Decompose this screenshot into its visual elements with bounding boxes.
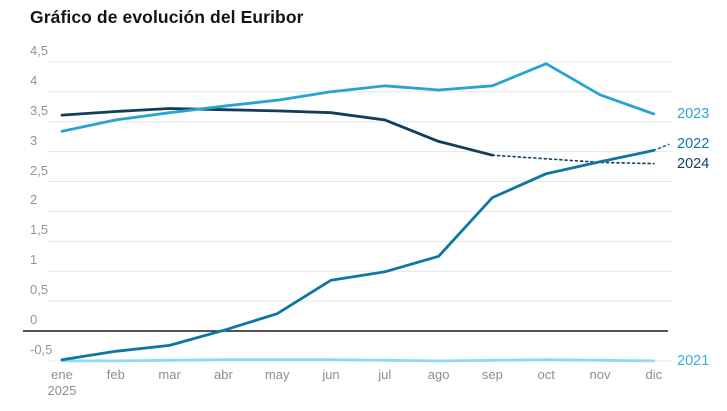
series-line-dotted-2024 xyxy=(491,154,655,165)
series-label-2023: 2023 xyxy=(677,105,710,122)
x-axis-month-label: abr xyxy=(213,367,233,382)
y-axis-tick-label: 1,5 xyxy=(30,222,49,238)
x-axis-month-label: oct xyxy=(537,367,555,382)
y-axis-tick-label: 3 xyxy=(30,132,38,148)
y-axis-tick-label: 1 xyxy=(30,252,38,268)
series-label-2024: 2024 xyxy=(677,155,710,172)
x-axis-month-label: jun xyxy=(322,367,340,382)
y-axis-tick-label: 4 xyxy=(30,72,38,88)
x-axis-month-label: sep xyxy=(481,367,503,382)
series-line-2023 xyxy=(60,62,656,133)
y-axis-tick-label: 4,5 xyxy=(30,42,49,58)
x-axis-month-label: nov xyxy=(589,367,611,382)
series-label-2021: 2021 xyxy=(677,352,710,369)
x-axis-year-label: 2025 xyxy=(47,383,77,398)
x-axis-month-label: may xyxy=(264,367,290,382)
series-line-2024 xyxy=(60,107,494,157)
y-axis-tick-label: 0,5 xyxy=(30,282,49,298)
y-axis-tick-label: 2 xyxy=(30,192,38,208)
y-axis-tick-label: -0,5 xyxy=(30,341,53,357)
y-axis-tick-label: 2,5 xyxy=(30,162,49,178)
series-line-2021 xyxy=(60,358,656,363)
x-axis-month-label: feb xyxy=(106,367,125,382)
x-axis-month-label: dic xyxy=(645,367,663,382)
x-axis-month-label: jul xyxy=(378,367,392,382)
chart-title: Gráfico de evolución del Euribor xyxy=(30,7,304,27)
series-label-2022: 2022 xyxy=(677,136,710,153)
x-axis-month-label: mar xyxy=(158,367,181,382)
y-axis-tick-label: 0 xyxy=(30,312,38,327)
y-axis-tick-label: 3,5 xyxy=(30,102,49,118)
x-axis-month-label: ago xyxy=(427,367,450,382)
series-dotted-tail-2022 xyxy=(652,143,670,152)
x-axis-month-label: ene xyxy=(51,367,73,382)
series-line-2022 xyxy=(60,148,656,362)
